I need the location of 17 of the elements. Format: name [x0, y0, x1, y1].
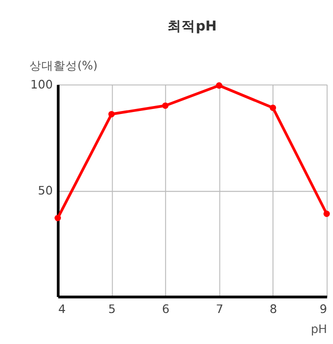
y-tick-label: 50 — [38, 184, 53, 198]
x-tick-label: 8 — [270, 302, 278, 316]
point — [216, 82, 222, 89]
x-axis-title: pH — [310, 322, 328, 336]
point — [323, 210, 330, 217]
y-axis-title: 상대활성(%) — [29, 58, 98, 73]
x-tick-label: 7 — [216, 302, 224, 316]
chart-title: 최적pH — [168, 18, 217, 34]
point — [270, 104, 276, 111]
point — [162, 102, 169, 109]
x-tick-label: 6 — [162, 302, 170, 316]
point — [108, 110, 115, 118]
x-tick-label: 5 — [108, 302, 116, 316]
x-tick-label: 4 — [58, 302, 66, 316]
point — [54, 214, 61, 222]
x-tick-label: 9 — [320, 302, 328, 316]
y-tick-label: 100 — [30, 78, 53, 92]
